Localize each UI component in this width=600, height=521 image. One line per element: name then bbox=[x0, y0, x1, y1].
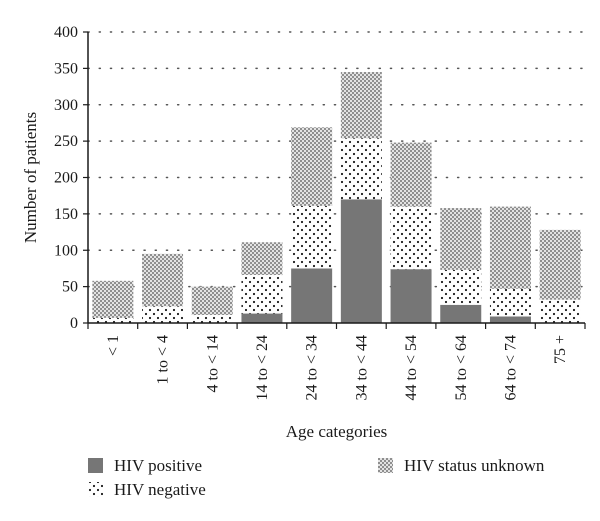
bar-segment bbox=[142, 253, 184, 307]
legend-swatch bbox=[378, 458, 393, 473]
bar-segment bbox=[340, 199, 382, 323]
bar-segment bbox=[539, 229, 581, 300]
y-tick-label: 0 bbox=[70, 315, 78, 332]
bar-segment bbox=[291, 127, 333, 206]
bar-segment bbox=[390, 269, 432, 323]
bar-segment bbox=[489, 288, 531, 317]
bar-segment bbox=[390, 142, 432, 207]
y-tick-label: 200 bbox=[54, 170, 78, 187]
legend-swatch bbox=[88, 482, 103, 497]
x-tick-label: 44 to < 54 bbox=[403, 335, 420, 400]
x-tick-label: 14 to < 24 bbox=[254, 335, 271, 400]
legend: HIV positive HIV negative HIV status unkno… bbox=[88, 456, 545, 499]
x-tick-label: < 1 bbox=[105, 335, 122, 356]
x-tick-label: 24 to < 34 bbox=[304, 335, 321, 400]
bars-group bbox=[92, 72, 581, 323]
bar-segment bbox=[241, 242, 283, 275]
y-tick-label: 50 bbox=[62, 279, 78, 296]
x-tick-label: 75 + bbox=[552, 335, 569, 364]
bar-segment bbox=[390, 206, 432, 270]
bar-segment bbox=[440, 269, 482, 305]
bar-segment bbox=[191, 314, 233, 323]
y-axis-title: Number of patients bbox=[21, 112, 40, 243]
x-tick-label: 64 to < 74 bbox=[502, 335, 519, 400]
bar-segment bbox=[291, 268, 333, 323]
x-tick-label: 54 to < 64 bbox=[453, 335, 470, 400]
legend-label: HIV negative bbox=[114, 480, 206, 499]
x-tick-label: 4 to < 14 bbox=[204, 335, 221, 392]
y-tick-label: 150 bbox=[54, 206, 78, 223]
bar-segment bbox=[440, 208, 482, 270]
bar-segment bbox=[489, 206, 531, 289]
axes-group bbox=[83, 31, 586, 329]
bar-segment bbox=[92, 317, 134, 323]
bar-segment bbox=[340, 138, 382, 200]
x-tick-label: 1 to < 4 bbox=[155, 335, 172, 384]
bar-segment bbox=[241, 313, 283, 323]
x-tick-label: 34 to < 44 bbox=[353, 335, 370, 400]
y-tick-label: 350 bbox=[54, 60, 78, 77]
bar-segment bbox=[440, 304, 482, 323]
y-tick-label: 300 bbox=[54, 97, 78, 114]
legend-swatch bbox=[88, 458, 103, 473]
x-tick-labels: < 1 1 to < 4 4 to < 14 14 to < 24 24 to < 34… bbox=[105, 335, 569, 400]
bar-segment bbox=[340, 72, 382, 139]
bar-segment bbox=[92, 280, 134, 318]
bar-segment bbox=[142, 306, 184, 323]
x-axis-title: Age categories bbox=[286, 422, 387, 441]
y-tick-label: 400 bbox=[54, 24, 78, 41]
legend-label: HIV status unknown bbox=[404, 456, 545, 475]
bar-segment bbox=[291, 205, 333, 269]
y-tick-label: 100 bbox=[54, 242, 78, 259]
y-tick-labels: 0 50 100 150 200 250 300 350 400 bbox=[54, 24, 78, 332]
y-tick-label: 250 bbox=[54, 133, 78, 150]
bar-segment bbox=[241, 274, 283, 314]
bar-segment bbox=[539, 299, 581, 323]
bar-segment bbox=[191, 286, 233, 315]
legend-label: HIV positive bbox=[114, 456, 202, 475]
bar-segment bbox=[489, 316, 531, 323]
